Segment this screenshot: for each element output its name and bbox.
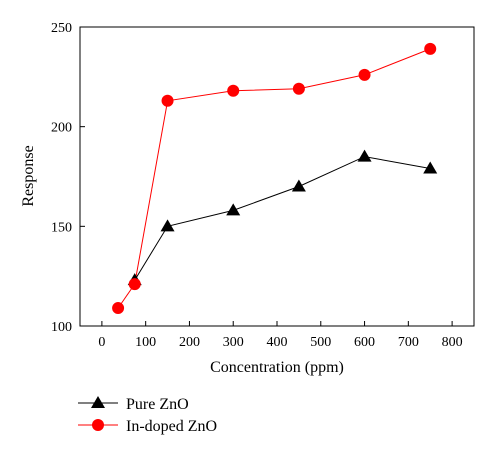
x-tick-label: 400 [267,335,288,350]
x-tick-label: 0 [98,335,105,350]
legend-triangle-icon [91,396,105,408]
x-tick-label: 300 [223,335,244,350]
x-tick-label: 100 [135,335,156,350]
legend: Pure ZnO In-doped ZnO [78,396,217,435]
x-tick-label: 700 [398,335,419,350]
legend-label-in-doped-zno: In-doped ZnO [126,418,217,435]
data-point-pure-zno [291,179,306,192]
legend-item-in-doped-zno: In-doped ZnO [78,418,217,435]
data-point-in-doped-zno [358,68,371,81]
series-line-pure-zno [134,156,431,281]
y-tick-label: 100 [51,320,72,335]
legend-label-pure-zno: Pure ZnO [126,396,189,413]
data-point-pure-zno [357,149,372,162]
data-point-pure-zno [423,161,438,174]
x-tick-label: 600 [354,335,375,350]
series-markers [112,42,438,315]
data-point-pure-zno [226,203,241,216]
data-point-in-doped-zno [161,94,174,107]
y-axis: 100 150 200 250 [51,21,85,335]
x-tick-label: 200 [179,335,200,350]
data-point-in-doped-zno [112,302,125,315]
legend-item-pure-zno: Pure ZnO [78,396,189,413]
y-tick-label: 150 [51,220,72,235]
x-tick-label: 500 [310,335,331,350]
x-axis: 0 100 200 300 400 500 600 700 800 [98,321,463,350]
data-point-in-doped-zno [292,82,305,95]
series-line-in-doped-zno [117,48,431,309]
y-axis-title: Response [20,145,37,206]
data-point-pure-zno [160,219,175,232]
y-tick-label: 200 [51,121,72,136]
legend-circle-icon [92,419,104,431]
series-lines [117,48,431,309]
data-point-in-doped-zno [227,84,240,97]
data-point-in-doped-zno [424,42,437,55]
x-tick-label: 800 [442,335,463,350]
x-axis-title: Concentration (ppm) [210,359,344,376]
data-point-in-doped-zno [128,278,141,291]
y-tick-label: 250 [51,21,72,36]
